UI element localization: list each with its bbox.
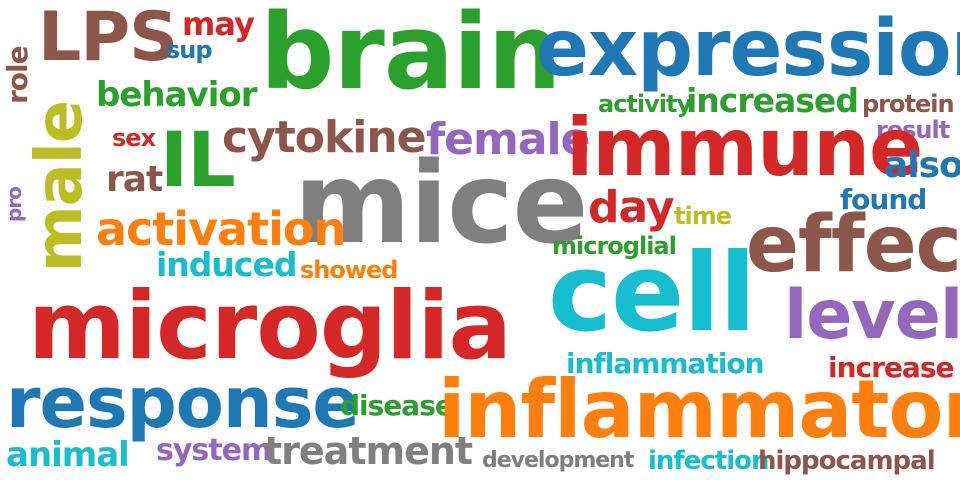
word-also: also	[884, 145, 960, 186]
word-rat: rat	[106, 159, 163, 200]
word-cell: cell	[548, 231, 756, 356]
word-may: may	[182, 5, 255, 43]
word-result: result	[876, 116, 950, 144]
word-response: response	[6, 362, 360, 444]
word-level: level	[784, 276, 960, 355]
word-system: system	[156, 433, 272, 468]
word-animal: animal	[6, 435, 130, 475]
word-mice: mice	[294, 139, 588, 269]
word-cytokine: cytokine	[222, 112, 427, 163]
word-il: IL	[160, 115, 236, 204]
word-showed: showed	[300, 256, 398, 284]
word-pro: pro	[2, 187, 26, 222]
word-activation: activation	[96, 202, 346, 256]
word-time: time	[674, 202, 732, 230]
word-lps: LPS	[38, 0, 178, 77]
word-inflammatory: inflammatory	[438, 363, 960, 456]
word-increased: increased	[686, 81, 859, 120]
word-expression: expression	[536, 4, 960, 94]
word-induced: induced	[156, 245, 297, 284]
word-treatment: treatment	[264, 429, 473, 473]
word-protein: protein	[862, 90, 955, 118]
word-day: day	[588, 182, 675, 233]
word-brain: brain	[260, 0, 562, 113]
word-behavior: behavior	[96, 75, 257, 115]
word-microglial: microglial	[552, 232, 677, 260]
word-inflammation: inflammation	[566, 347, 765, 380]
word-disease: disease	[340, 389, 454, 422]
word-activity: activity	[598, 90, 692, 118]
word-male: male	[23, 100, 97, 272]
word-increase: increase	[828, 351, 954, 384]
word-development: development	[482, 448, 634, 473]
word-sex: sex	[112, 124, 156, 152]
word-found: found	[840, 183, 927, 216]
word-immune: immune	[566, 101, 923, 194]
word-infection: infection	[648, 446, 769, 476]
word-sup: sup	[166, 36, 213, 64]
word-effect: effect	[746, 200, 960, 290]
word-role: role	[1, 46, 34, 104]
word-female: female	[426, 114, 590, 165]
word-microglia: microglia	[28, 272, 512, 381]
word-hippocampal: hippocampal	[758, 446, 936, 476]
